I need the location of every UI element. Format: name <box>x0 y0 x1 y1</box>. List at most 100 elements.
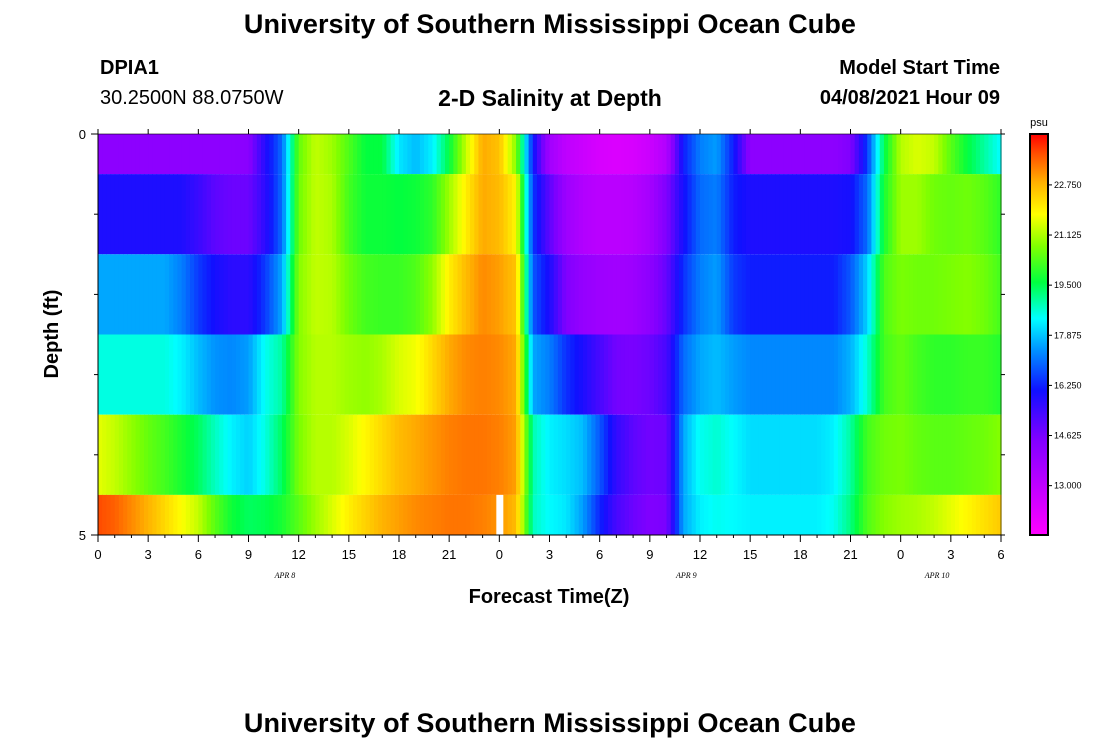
heatmap-cell <box>436 414 442 495</box>
heatmap-cell <box>156 134 162 175</box>
heatmap-cell <box>587 174 592 255</box>
heatmap-cell <box>361 494 367 535</box>
heatmap-cell <box>925 494 931 535</box>
heatmap-cell <box>265 134 270 175</box>
heatmap-cell <box>461 174 467 255</box>
heatmap-cell <box>750 334 755 415</box>
colorbar-tick-label: 14.625 <box>1054 431 1082 441</box>
heatmap-cell <box>273 494 279 535</box>
heatmap-cell <box>553 134 559 175</box>
heatmap-cell <box>541 334 546 415</box>
heatmap-cell <box>950 414 956 495</box>
heatmap-cell <box>152 414 158 495</box>
heatmap-cell <box>578 174 584 255</box>
heatmap-cell <box>762 254 768 335</box>
heatmap-cell <box>127 494 133 535</box>
heatmap-cell <box>173 254 179 335</box>
heatmap-cell <box>854 134 860 175</box>
heatmap-cell <box>98 414 103 495</box>
heatmap-cell <box>173 414 179 495</box>
heatmap-cell <box>942 134 948 175</box>
heatmap-cell <box>683 174 689 255</box>
heatmap-cell <box>281 134 287 175</box>
x-tick-label: 15 <box>743 547 757 562</box>
heatmap-cell <box>557 334 563 415</box>
heatmap-cell <box>637 174 643 255</box>
heatmap-cell <box>160 254 166 335</box>
heatmap-cell <box>177 414 183 495</box>
heatmap-cell <box>708 254 714 335</box>
x-tick-label: 6 <box>596 547 603 562</box>
heatmap-cell <box>394 134 400 175</box>
heatmap-cell <box>373 174 379 255</box>
heatmap-cell <box>858 414 864 495</box>
heatmap-cell <box>612 174 617 255</box>
heatmap-cell <box>231 414 237 495</box>
heatmap-cell <box>294 174 300 255</box>
heatmap-cell <box>449 494 454 535</box>
heatmap-cell <box>595 414 601 495</box>
heatmap-cell <box>867 494 872 535</box>
heatmap-cell <box>608 174 613 255</box>
heatmap-cell <box>553 254 559 335</box>
heatmap-cell <box>883 414 889 495</box>
heatmap-cell <box>879 494 885 535</box>
heatmap-cell <box>557 254 563 335</box>
heatmap-cell <box>369 254 375 335</box>
heatmap-cell <box>340 254 346 335</box>
heatmap-cell <box>963 494 969 535</box>
page-title: University of Southern Mississippi Ocean… <box>243 9 857 39</box>
heatmap-cell <box>106 334 112 415</box>
heatmap-cell <box>975 334 981 415</box>
heatmap-cell <box>486 134 492 175</box>
heatmap-cell <box>737 494 743 535</box>
heatmap-cell <box>106 414 112 495</box>
heatmap-cell <box>842 334 847 415</box>
heatmap-cell <box>382 414 388 495</box>
heatmap-cell <box>737 254 743 335</box>
heatmap-cell <box>536 254 542 335</box>
heatmap-cell <box>223 494 229 535</box>
heatmap-cell <box>867 334 872 415</box>
heatmap-cell <box>536 134 542 175</box>
heatmap-cell <box>662 134 668 175</box>
heatmap-cell <box>198 494 204 535</box>
heatmap-cell <box>148 494 153 535</box>
heatmap-cell <box>336 254 342 335</box>
heatmap-cell <box>118 174 124 255</box>
heatmap-cell <box>294 134 300 175</box>
heatmap-cell <box>603 414 609 495</box>
heatmap-cell <box>950 334 956 415</box>
heatmap-cell <box>821 494 827 535</box>
heatmap-cell <box>444 494 450 535</box>
heatmap-cell <box>169 414 174 495</box>
heatmap-cell <box>365 494 371 535</box>
heatmap-cell <box>118 334 124 415</box>
heatmap-cell <box>658 174 663 255</box>
heatmap-cell <box>779 494 785 535</box>
heatmap-cell <box>574 134 580 175</box>
heatmap-cell <box>938 494 944 535</box>
heatmap-cell <box>741 134 747 175</box>
heatmap-cell <box>156 334 162 415</box>
heatmap-cell <box>854 414 860 495</box>
heatmap-cell <box>298 174 304 255</box>
heatmap-cell <box>516 414 521 495</box>
heatmap-cell <box>256 134 262 175</box>
heatmap-cell <box>403 134 408 175</box>
heatmap-cell <box>148 414 153 495</box>
heatmap-cell <box>804 174 810 255</box>
heatmap-cell <box>984 494 990 535</box>
heatmap-cell <box>240 174 245 255</box>
heatmap-cell <box>131 254 137 335</box>
heatmap-cell <box>453 494 459 535</box>
heatmap-cell <box>181 174 187 255</box>
heatmap-cell <box>215 254 220 335</box>
heatmap-cell <box>716 414 722 495</box>
heatmap-cell <box>578 334 584 415</box>
heatmap-cell <box>541 494 546 535</box>
heatmap-cell <box>654 174 659 255</box>
heatmap-cell <box>545 494 551 535</box>
heatmap-cell <box>900 334 906 415</box>
x-tick-label: 9 <box>646 547 653 562</box>
